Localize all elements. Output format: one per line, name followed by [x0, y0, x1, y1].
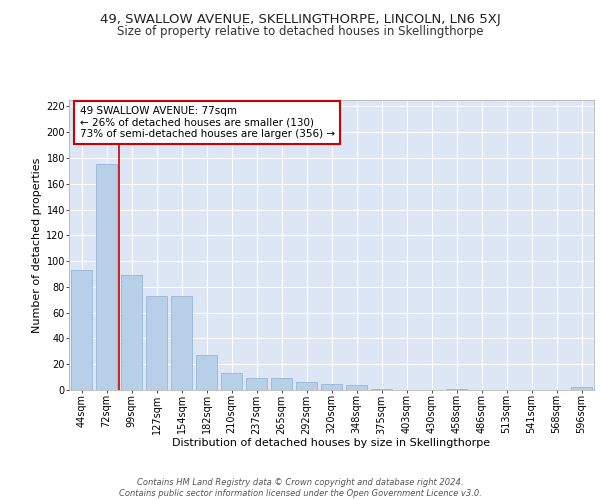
Bar	[121, 276, 142, 390]
Bar	[246, 378, 267, 390]
Bar	[196, 355, 217, 390]
Text: Contains HM Land Registry data © Crown copyright and database right 2024.
Contai: Contains HM Land Registry data © Crown c…	[119, 478, 481, 498]
Text: 49, SWALLOW AVENUE, SKELLINGTHORPE, LINCOLN, LN6 5XJ: 49, SWALLOW AVENUE, SKELLINGTHORPE, LINC…	[100, 12, 500, 26]
Bar	[321, 384, 342, 390]
Bar	[571, 388, 592, 390]
Bar	[96, 164, 117, 390]
Bar	[371, 388, 392, 390]
Y-axis label: Number of detached properties: Number of detached properties	[32, 158, 42, 332]
Bar	[271, 378, 292, 390]
Bar	[446, 388, 467, 390]
Text: 49 SWALLOW AVENUE: 77sqm
← 26% of detached houses are smaller (130)
73% of semi-: 49 SWALLOW AVENUE: 77sqm ← 26% of detach…	[79, 106, 335, 139]
Bar	[221, 373, 242, 390]
Bar	[146, 296, 167, 390]
Text: Size of property relative to detached houses in Skellingthorpe: Size of property relative to detached ho…	[117, 25, 483, 38]
Bar	[296, 382, 317, 390]
Bar	[171, 296, 192, 390]
X-axis label: Distribution of detached houses by size in Skellingthorpe: Distribution of detached houses by size …	[172, 438, 491, 448]
Bar	[346, 385, 367, 390]
Bar	[71, 270, 92, 390]
